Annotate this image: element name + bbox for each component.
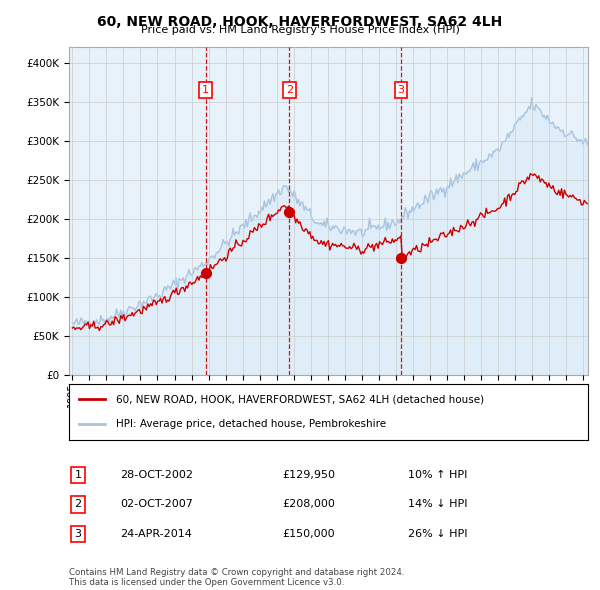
Text: 3: 3 — [74, 529, 82, 539]
Text: 26% ↓ HPI: 26% ↓ HPI — [408, 529, 467, 539]
Text: £208,000: £208,000 — [282, 500, 335, 509]
Text: 60, NEW ROAD, HOOK, HAVERFORDWEST, SA62 4LH: 60, NEW ROAD, HOOK, HAVERFORDWEST, SA62 … — [97, 15, 503, 29]
Text: £129,950: £129,950 — [282, 470, 335, 480]
Text: 2: 2 — [286, 85, 293, 95]
Text: 1: 1 — [202, 85, 209, 95]
Text: £150,000: £150,000 — [282, 529, 335, 539]
Text: Contains HM Land Registry data © Crown copyright and database right 2024.
This d: Contains HM Land Registry data © Crown c… — [69, 568, 404, 587]
Text: 24-APR-2014: 24-APR-2014 — [120, 529, 192, 539]
Text: 10% ↑ HPI: 10% ↑ HPI — [408, 470, 467, 480]
Text: Price paid vs. HM Land Registry's House Price Index (HPI): Price paid vs. HM Land Registry's House … — [140, 25, 460, 35]
Point — [397, 253, 406, 263]
Text: 28-OCT-2002: 28-OCT-2002 — [120, 470, 193, 480]
Text: 1: 1 — [74, 470, 82, 480]
Text: 60, NEW ROAD, HOOK, HAVERFORDWEST, SA62 4LH (detached house): 60, NEW ROAD, HOOK, HAVERFORDWEST, SA62 … — [116, 394, 484, 404]
Text: HPI: Average price, detached house, Pembrokeshire: HPI: Average price, detached house, Pemb… — [116, 419, 386, 429]
Point — [284, 208, 294, 217]
Text: 14% ↓ HPI: 14% ↓ HPI — [408, 500, 467, 509]
Point — [201, 268, 211, 278]
Text: 3: 3 — [398, 85, 404, 95]
Text: 2: 2 — [74, 500, 82, 509]
Text: 02-OCT-2007: 02-OCT-2007 — [120, 500, 193, 509]
